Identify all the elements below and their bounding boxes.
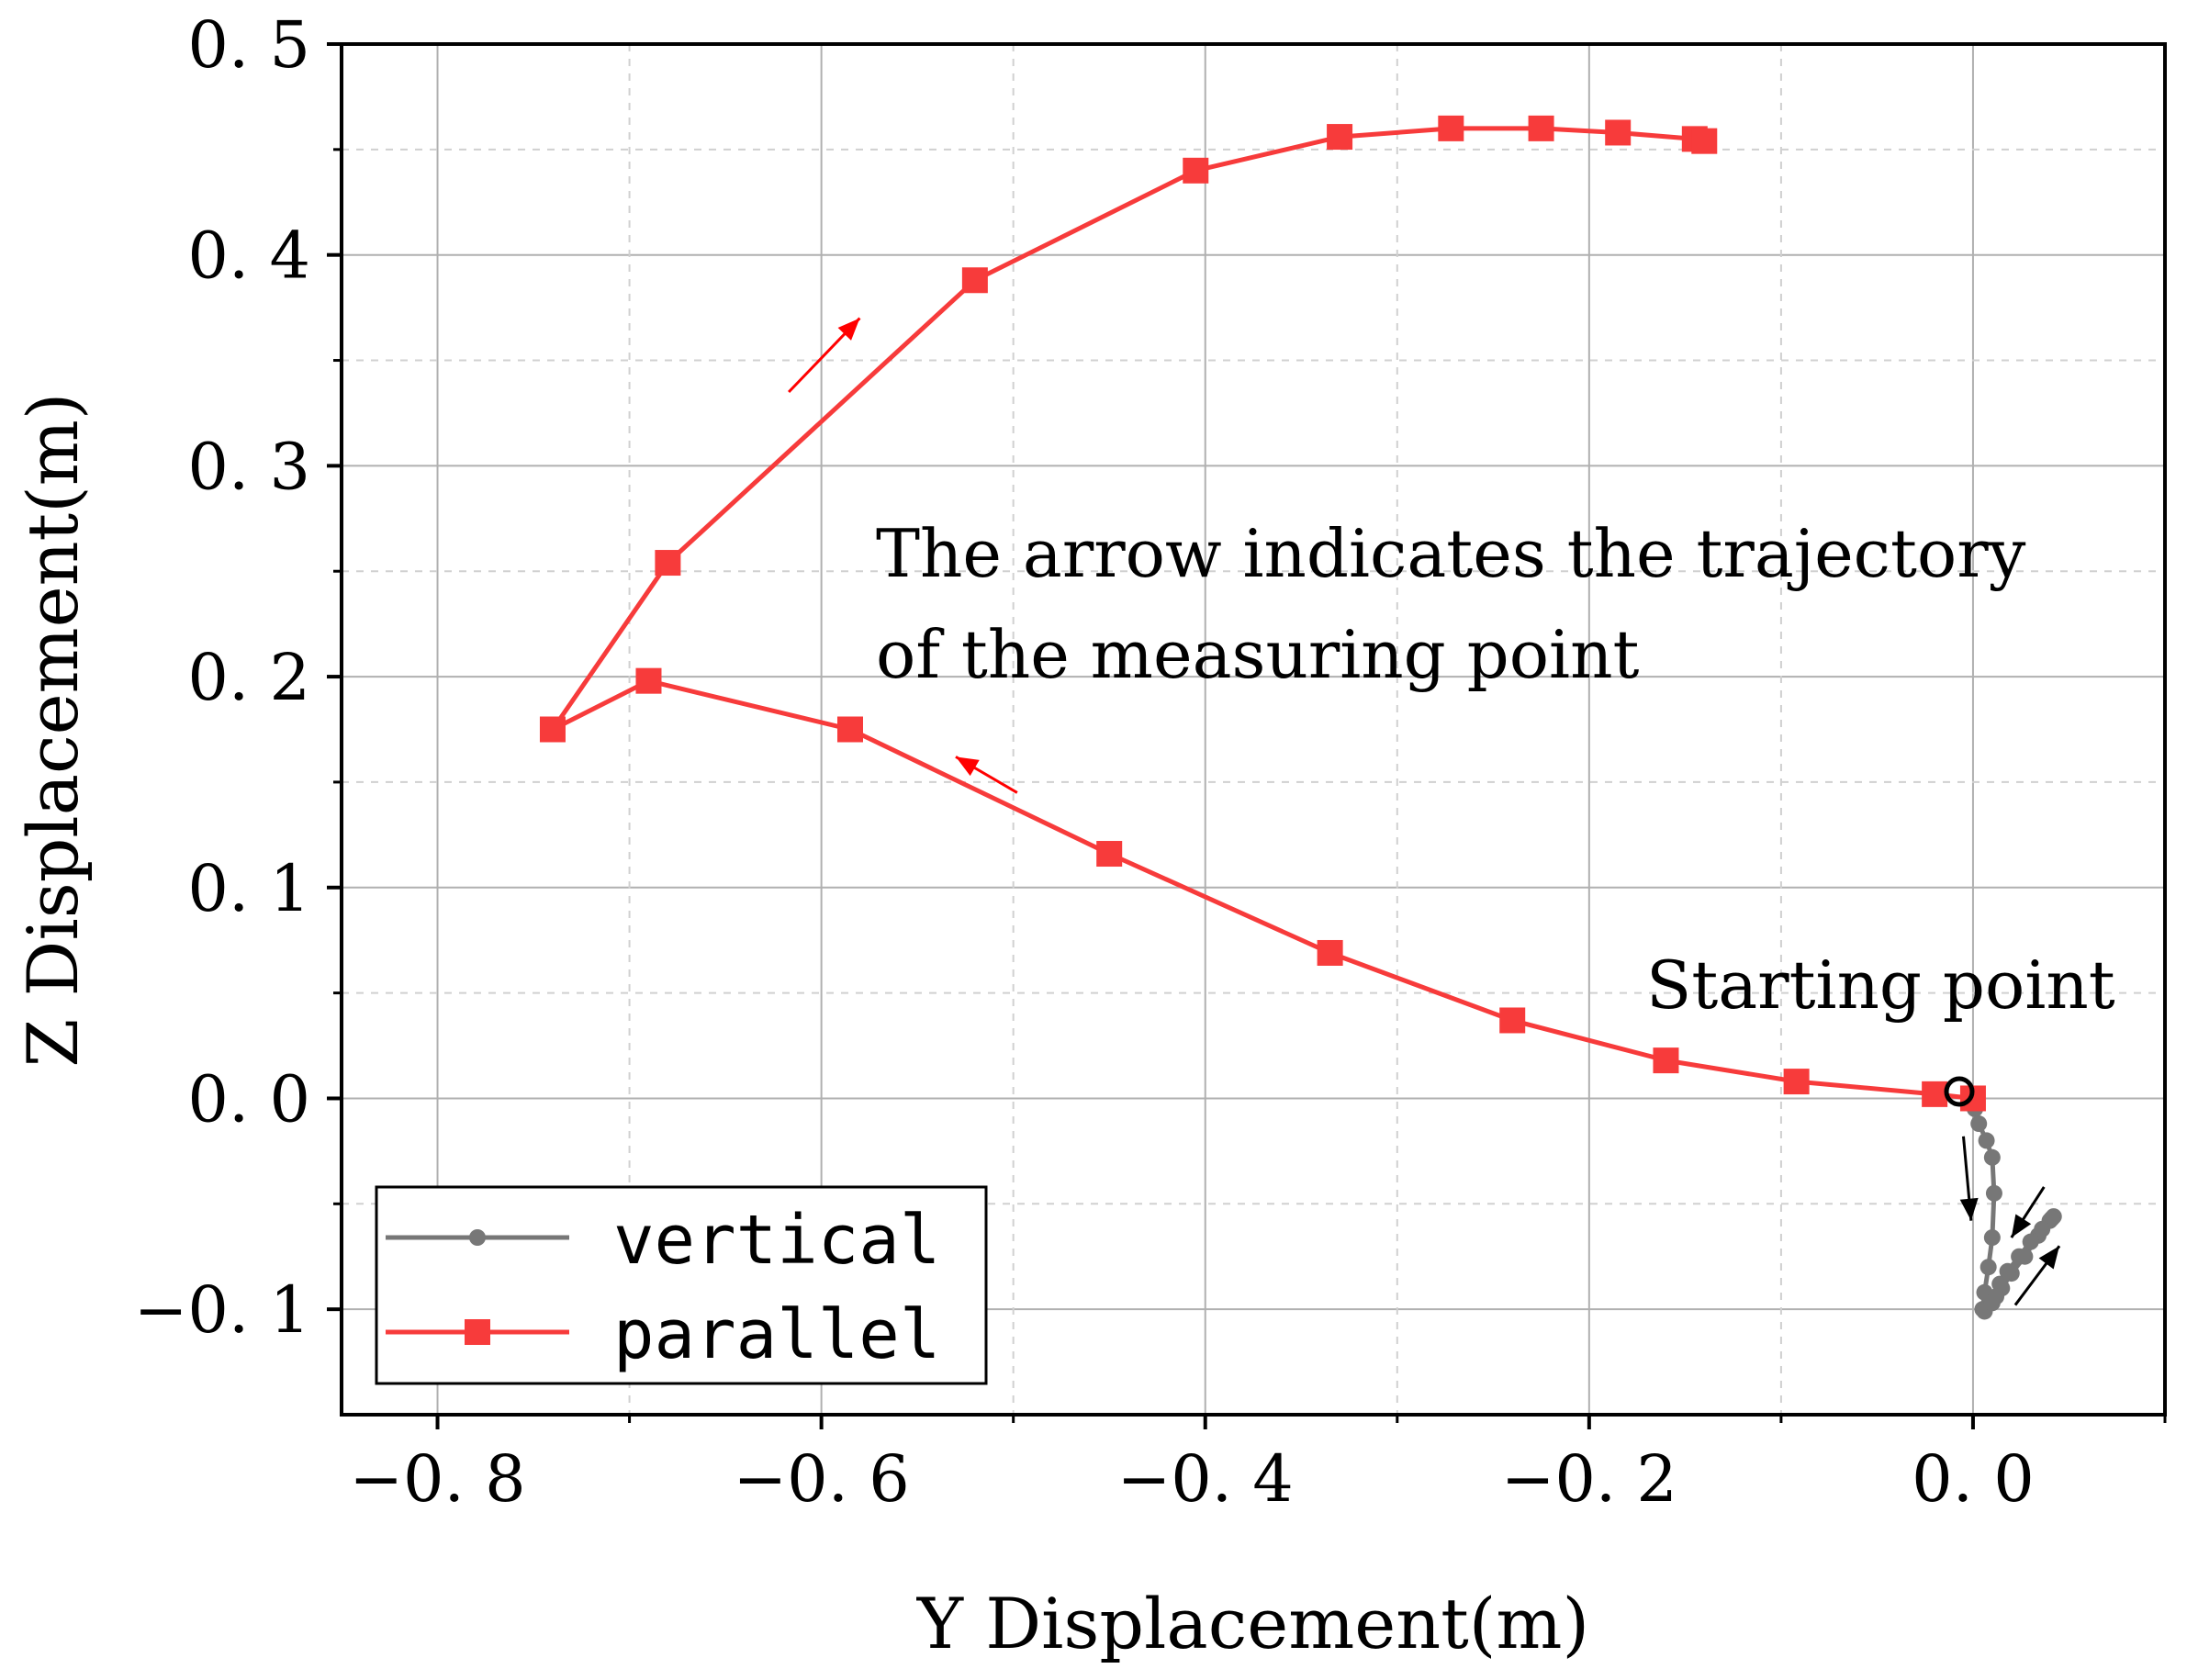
trajectory-arrows <box>788 317 2061 1306</box>
series-layer <box>539 115 2062 1320</box>
data-point-vertical <box>1999 1262 2016 1280</box>
trajectory-arrow-head <box>837 318 860 341</box>
data-point-parallel <box>1438 115 1464 141</box>
data-point-parallel <box>1183 157 1209 184</box>
trajectory-note-line1: The arrow indicates the trajectory <box>876 515 2026 592</box>
plot-frame <box>340 42 2167 1417</box>
trajectory-arrow-head <box>1959 1197 1979 1221</box>
trajectory-arrow-head <box>2038 1246 2060 1270</box>
y-axis-label: Z Displacement(m) <box>12 393 94 1068</box>
data-point-parallel <box>1653 1047 1679 1074</box>
data-point-parallel <box>1499 1007 1526 1034</box>
data-point-parallel <box>655 550 681 577</box>
x-tick-label: −0. 4 <box>1117 1441 1294 1517</box>
data-point-parallel <box>1783 1069 1810 1095</box>
data-point-parallel <box>1327 124 1353 151</box>
data-point-parallel <box>635 667 662 694</box>
tick-labels: −0. 8 −0. 6 −0. 4 −0. 2 0. 0 −0. 1 0. 0 0. 1 0. … <box>134 7 2035 1517</box>
data-point-vertical <box>2034 1220 2051 1238</box>
y-tick-label: 0. 3 <box>187 429 310 504</box>
data-point-vertical <box>1970 1115 1988 1133</box>
axis-ticks <box>327 42 2167 1429</box>
data-point-vertical <box>1978 1132 1995 1149</box>
data-point-vertical <box>2011 1248 2028 1265</box>
legend-vertical-label: vertical <box>613 1201 940 1280</box>
x-tick-label: −0. 2 <box>1501 1441 1677 1517</box>
data-point-vertical <box>2022 1233 2039 1250</box>
data-point-parallel <box>1691 128 1718 154</box>
y-tick-label: 0. 1 <box>187 851 310 926</box>
data-point-parallel <box>961 267 988 294</box>
legend: vertical parallel <box>375 1185 988 1385</box>
data-point-parallel <box>1922 1081 1948 1107</box>
legend-parallel-marker <box>465 1319 490 1345</box>
data-point-vertical <box>1991 1275 2009 1293</box>
data-point-vertical <box>2043 1210 2060 1227</box>
trajectory-note-line2: of the measuring point <box>876 616 1639 693</box>
y-tick-label: 0. 5 <box>187 7 310 83</box>
legend-parallel-label: parallel <box>613 1295 940 1374</box>
data-point-parallel <box>1317 939 1343 966</box>
legend-box <box>375 1185 988 1385</box>
data-point-parallel <box>539 716 566 743</box>
y-tick-label: 0. 0 <box>187 1061 310 1137</box>
data-point-vertical <box>1980 1259 1997 1276</box>
y-tick-label: 0. 2 <box>187 640 310 715</box>
grid-minor <box>342 44 2165 1415</box>
data-point-vertical <box>1983 1229 2001 1247</box>
trajectory-arrow-head <box>955 756 980 777</box>
x-tick-label: −0. 6 <box>734 1441 910 1517</box>
data-point-parallel <box>1605 119 1632 146</box>
data-point-parallel <box>1096 841 1123 868</box>
y-tick-label: −0. 1 <box>134 1272 310 1348</box>
data-point-vertical <box>1985 1184 2002 1202</box>
starting-point-label: Starting point <box>1646 946 2115 1024</box>
data-point-vertical <box>1988 1288 2005 1305</box>
legend-vertical-marker <box>469 1229 486 1246</box>
x-tick-label: 0. 0 <box>1912 1441 2035 1517</box>
y-tick-label: 0. 4 <box>187 218 310 294</box>
trajectory-arrow-head <box>2011 1214 2032 1238</box>
data-point-parallel <box>836 716 863 743</box>
x-tick-label: −0. 8 <box>349 1441 525 1517</box>
x-axis-label: Y Displacement(m) <box>916 1583 1589 1664</box>
data-point-parallel <box>1528 115 1554 141</box>
starting-point-marker <box>1944 1076 1975 1107</box>
data-point-vertical <box>1983 1148 2001 1166</box>
